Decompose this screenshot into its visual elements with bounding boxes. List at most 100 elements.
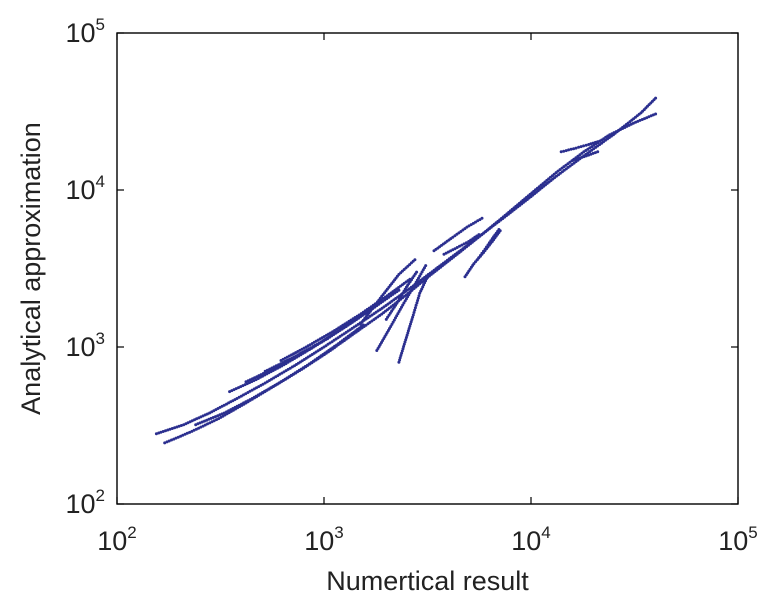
data-point [497,228,501,231]
series-9 [375,264,428,352]
data-point [212,419,216,423]
data-point [400,349,404,353]
data-point [464,241,468,245]
data-point [414,303,418,307]
data-point [395,314,399,318]
data-point [415,301,419,305]
data-point [235,397,239,400]
data-point [410,318,414,321]
data-point [163,441,167,445]
data-point [569,147,573,151]
data-point [390,322,394,326]
plot-frame [116,32,739,505]
data-point [173,426,177,430]
data-point [416,296,420,300]
series-8 [359,258,417,326]
data-point [407,327,411,330]
y-tick-label-exponent: 3 [96,329,105,348]
data-point [234,387,238,391]
data-point [250,388,254,392]
x-tick-label: 103 [304,523,344,556]
x-tick-label-exponent: 4 [541,523,550,542]
data-point [489,239,493,243]
data-point [480,216,484,220]
series-13 [442,233,481,256]
x-axis-label: Numertical result [326,566,529,596]
data-point [168,427,172,431]
data-point [397,288,401,292]
x-tick-label: 105 [718,523,758,556]
data-point [654,112,658,116]
data-point [584,154,588,158]
data-point [244,392,248,396]
data-point [478,254,482,257]
data-point [248,389,252,393]
data-point [159,430,163,434]
data-point [584,143,588,147]
data-point [593,151,597,155]
data-point [164,429,167,433]
series-11 [397,272,431,364]
data-point [638,118,642,122]
x-tick-label-base: 10 [511,526,541,556]
data-point [598,139,602,143]
data-point [591,151,595,155]
data-point [361,323,365,327]
y-tick-label-base: 10 [65,175,95,205]
series-12 [432,216,484,253]
data-point [237,395,241,399]
series-15 [475,228,501,262]
data-point [399,354,403,357]
data-point [462,242,466,246]
data-point [392,318,396,322]
series-16 [559,139,602,154]
series-10 [384,270,419,321]
data-point [185,431,189,435]
data-point [427,272,431,276]
data-point [582,144,586,148]
data-point [154,432,158,436]
data-point [485,245,488,249]
data-point [404,336,408,339]
data-point [402,345,406,348]
data-point [181,433,185,437]
series-17 [571,150,600,162]
y-tick-label: 102 [65,486,105,519]
x-tick-label: 102 [97,523,137,556]
data-point [424,264,428,268]
data-points [154,96,658,445]
data-point [476,219,480,223]
data-point [206,422,209,426]
data-point [647,115,651,119]
x-tick-label-exponent: 5 [748,523,757,542]
data-point [591,141,595,145]
x-tick-label-exponent: 3 [334,523,343,542]
y-tick-label-exponent: 5 [96,15,105,34]
data-point [480,251,484,255]
data-point [177,424,181,428]
data-point [567,148,571,152]
data-point [587,153,591,157]
data-point [174,436,178,440]
data-point [477,256,481,260]
data-point [453,247,457,251]
data-point [420,280,424,284]
data-point [469,223,473,227]
data-point [309,346,313,350]
y-tick-label-base: 10 [65,332,95,362]
data-point [412,311,416,314]
x-tick-label: 104 [511,523,551,556]
plot-area [117,33,738,504]
data-point [199,425,203,429]
x-tick-label-base: 10 [304,526,334,556]
y-axis-label: Analytical approximation [16,122,46,415]
y-tick-label-base: 10 [65,489,95,519]
data-point [416,299,420,302]
data-point [413,306,417,310]
data-point [161,430,165,433]
data-point [257,385,261,389]
data-point [192,428,196,432]
data-point [413,308,417,312]
data-point [559,150,563,154]
